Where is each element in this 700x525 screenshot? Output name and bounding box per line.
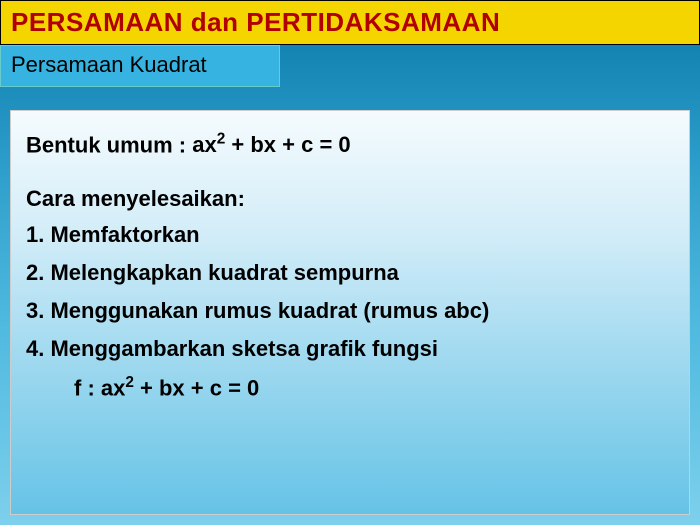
slide-title: PERSAMAAN dan PERTIDAKSAMAAN [11,7,689,38]
general-form-equation: ax2 + bx + c = 0 [192,132,350,157]
general-form: Bentuk umum : ax2 + bx + c = 0 [26,131,674,158]
method-item: 2. Melengkapkan kuadrat sempurna [26,260,674,286]
method-list: 1. Memfaktorkan 2. Melengkapkan kuadrat … [26,222,674,362]
solving-heading: Cara menyelesaikan: [26,186,674,212]
slide: PERSAMAAN dan PERTIDAKSAMAAN Persamaan K… [0,0,700,525]
subtitle-bar: Persamaan Kuadrat [0,45,280,87]
method-item: 1. Memfaktorkan [26,222,674,248]
method-item: 3. Menggunakan rumus kuadrat (rumus abc) [26,298,674,324]
title-bar: PERSAMAAN dan PERTIDAKSAMAAN [0,0,700,45]
slide-subtitle: Persamaan Kuadrat [11,52,269,78]
method-subline: f : ax2 + bx + c = 0 [26,374,674,401]
general-form-label: Bentuk umum : [26,132,192,157]
method-item: 4. Menggambarkan sketsa grafik fungsi [26,336,674,362]
content-box: Bentuk umum : ax2 + bx + c = 0 Cara meny… [10,110,690,515]
